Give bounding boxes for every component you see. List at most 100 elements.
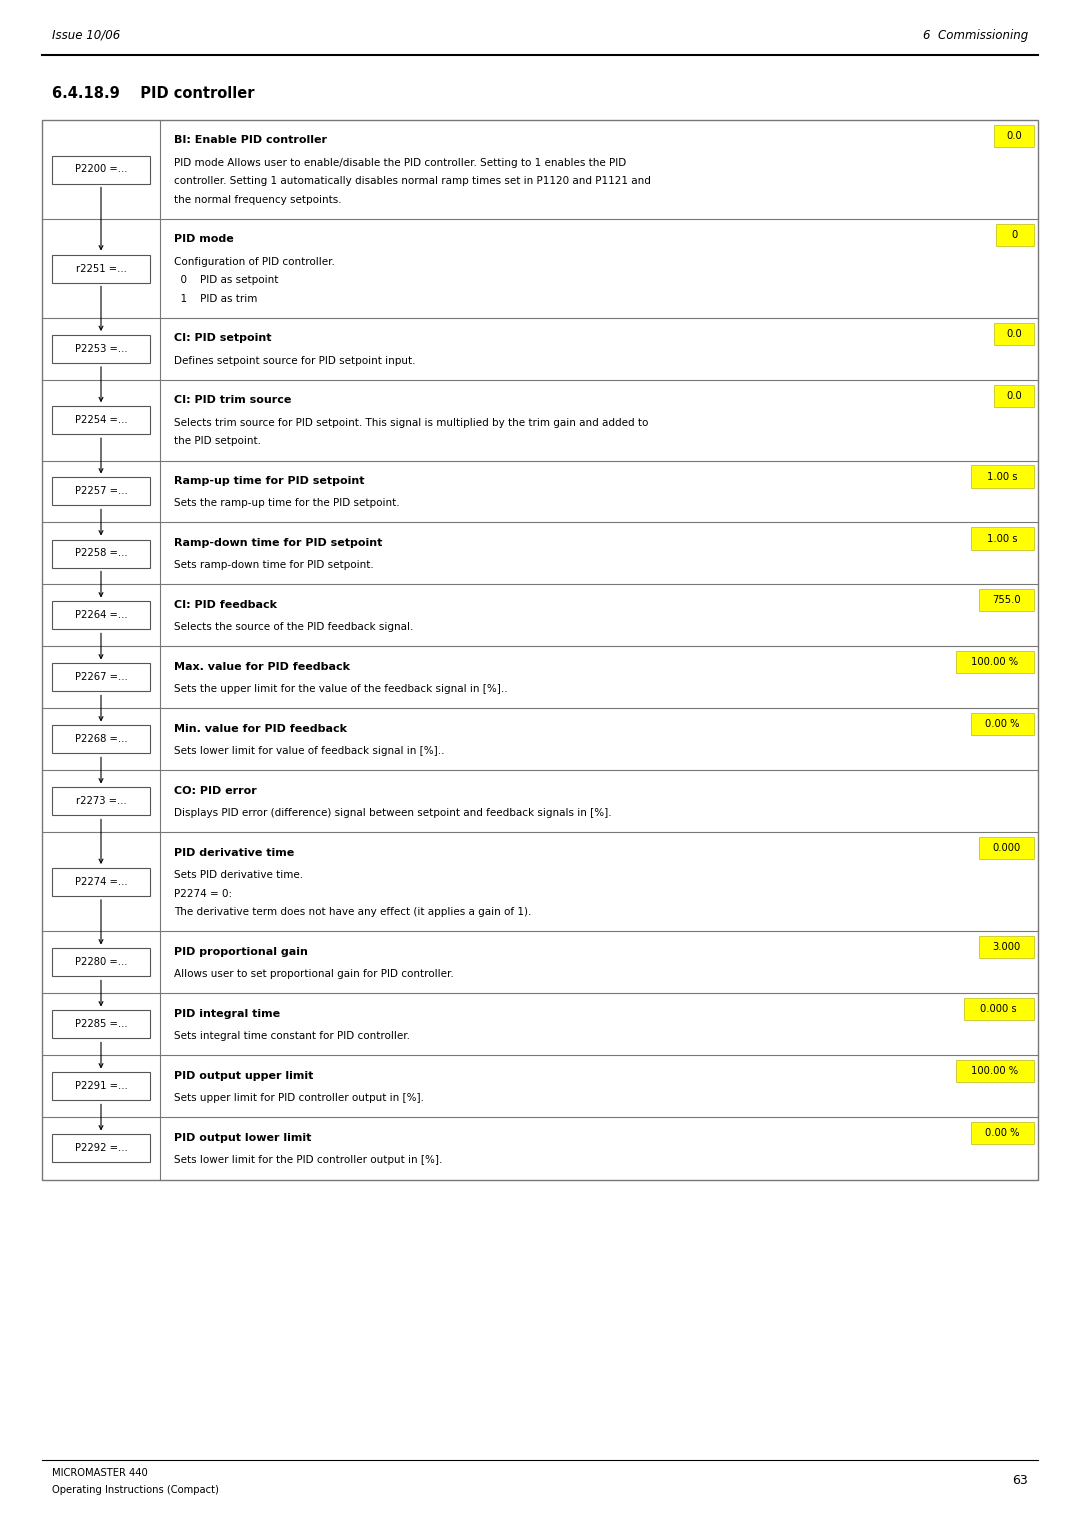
Text: 0.00 %: 0.00 %	[985, 1129, 1020, 1138]
Text: Configuration of PID controller.: Configuration of PID controller.	[174, 257, 335, 267]
Text: 0.0: 0.0	[1005, 391, 1022, 400]
Text: 6.4.18.9    PID controller: 6.4.18.9 PID controller	[52, 86, 255, 101]
Text: 755.0: 755.0	[991, 596, 1021, 605]
Text: Sets the ramp-up time for the PID setpoint.: Sets the ramp-up time for the PID setpoi…	[174, 498, 400, 509]
Bar	[52, 1073, 150, 1100]
Text: Allows user to set proportional gain for PID controller.: Allows user to set proportional gain for…	[174, 969, 454, 979]
Text: Sets the upper limit for the value of the feedback signal in [%]..: Sets the upper limit for the value of th…	[174, 685, 508, 694]
Text: P2264 =...: P2264 =...	[75, 611, 127, 620]
Text: Sets lower limit for the PID controller output in [%].: Sets lower limit for the PID controller …	[174, 1155, 443, 1166]
Text: 0.0: 0.0	[1005, 329, 1022, 339]
Text: the normal frequency setpoints.: the normal frequency setpoints.	[174, 194, 341, 205]
Text: Issue 10/06: Issue 10/06	[52, 29, 120, 41]
Text: PID output lower limit: PID output lower limit	[174, 1132, 311, 1143]
Text: 0.00 %: 0.00 %	[985, 720, 1020, 729]
Text: Sets upper limit for PID controller output in [%].: Sets upper limit for PID controller outp…	[174, 1093, 424, 1103]
Text: PID derivative time: PID derivative time	[174, 848, 294, 857]
Bar	[994, 125, 1034, 147]
Text: PID mode: PID mode	[174, 234, 233, 244]
Text: PID proportional gain: PID proportional gain	[174, 947, 308, 957]
Text: P2257 =...: P2257 =...	[75, 486, 127, 497]
Bar	[42, 121, 1038, 1180]
Bar	[52, 1010, 150, 1039]
Bar	[971, 527, 1034, 550]
Text: 6  Commissioning: 6 Commissioning	[922, 29, 1028, 41]
Text: 100.00 %: 100.00 %	[971, 1067, 1018, 1077]
Text: P2268 =...: P2268 =...	[75, 735, 127, 744]
Bar	[52, 787, 150, 816]
Bar	[971, 714, 1034, 735]
Text: P2200 =...: P2200 =...	[75, 165, 127, 174]
Text: P2258 =...: P2258 =...	[75, 549, 127, 559]
Bar	[994, 322, 1034, 345]
Text: P2280 =...: P2280 =...	[75, 958, 127, 967]
Bar	[971, 466, 1034, 487]
Text: P2292 =...: P2292 =...	[75, 1143, 127, 1154]
Text: Max. value for PID feedback: Max. value for PID feedback	[174, 662, 350, 672]
Text: Min. value for PID feedback: Min. value for PID feedback	[174, 724, 347, 733]
Bar	[52, 663, 150, 692]
Text: P2254 =...: P2254 =...	[75, 416, 127, 425]
Text: 1.00 s: 1.00 s	[987, 472, 1017, 481]
Text: CI: PID setpoint: CI: PID setpoint	[174, 333, 271, 344]
Text: CI: PID trim source: CI: PID trim source	[174, 396, 292, 405]
Text: 1.00 s: 1.00 s	[987, 533, 1017, 544]
Text: PID output upper limit: PID output upper limit	[174, 1071, 313, 1080]
Text: 3.000: 3.000	[993, 943, 1021, 952]
Bar	[52, 255, 150, 283]
Bar	[52, 1134, 150, 1163]
Text: Sets PID derivative time.: Sets PID derivative time.	[174, 871, 303, 880]
Bar	[971, 1123, 1034, 1144]
Bar	[978, 590, 1034, 611]
Text: CI: PID feedback: CI: PID feedback	[174, 601, 276, 610]
Bar	[978, 937, 1034, 958]
Bar	[52, 949, 150, 976]
Text: 0.000: 0.000	[993, 843, 1021, 854]
Text: Sets ramp-down time for PID setpoint.: Sets ramp-down time for PID setpoint.	[174, 561, 374, 570]
Text: r2273 =...: r2273 =...	[76, 796, 126, 807]
Text: 100.00 %: 100.00 %	[971, 657, 1018, 668]
Bar	[52, 726, 150, 753]
Bar	[52, 477, 150, 506]
Text: Ramp-up time for PID setpoint: Ramp-up time for PID setpoint	[174, 475, 365, 486]
Text: Ramp-down time for PID setpoint: Ramp-down time for PID setpoint	[174, 538, 382, 547]
Text: P2285 =...: P2285 =...	[75, 1019, 127, 1030]
Text: 1    PID as trim: 1 PID as trim	[174, 293, 257, 304]
Text: 0    PID as setpoint: 0 PID as setpoint	[174, 275, 279, 286]
Bar	[994, 385, 1034, 406]
Bar	[52, 868, 150, 895]
Text: 63: 63	[1012, 1475, 1028, 1487]
Text: r2251 =...: r2251 =...	[76, 263, 126, 274]
Text: Defines setpoint source for PID setpoint input.: Defines setpoint source for PID setpoint…	[174, 356, 416, 365]
Text: 0: 0	[1012, 231, 1018, 240]
Text: P2291 =...: P2291 =...	[75, 1082, 127, 1091]
Text: Sets integral time constant for PID controller.: Sets integral time constant for PID cont…	[174, 1031, 410, 1041]
Text: 0.0: 0.0	[1005, 131, 1022, 141]
Bar	[978, 837, 1034, 859]
Bar	[996, 225, 1034, 246]
Text: P2274 = 0:: P2274 = 0:	[174, 889, 232, 898]
Bar	[956, 1060, 1034, 1082]
Bar	[956, 651, 1034, 674]
Text: Displays PID error (difference) signal between setpoint and feedback signals in : Displays PID error (difference) signal b…	[174, 808, 611, 819]
Text: P2253 =...: P2253 =...	[75, 344, 127, 354]
Bar	[963, 998, 1034, 1021]
Text: 0.000 s: 0.000 s	[981, 1004, 1017, 1015]
Text: BI: Enable PID controller: BI: Enable PID controller	[174, 136, 327, 145]
Bar	[52, 539, 150, 567]
Bar	[52, 406, 150, 434]
Text: PID mode Allows user to enable/disable the PID controller. Setting to 1 enables : PID mode Allows user to enable/disable t…	[174, 157, 626, 168]
Text: The derivative term does not have any effect (it applies a gain of 1).: The derivative term does not have any ef…	[174, 908, 531, 917]
Text: P2274 =...: P2274 =...	[75, 877, 127, 886]
Text: Selects the source of the PID feedback signal.: Selects the source of the PID feedback s…	[174, 622, 414, 633]
Text: Selects trim source for PID setpoint. This signal is multiplied by the trim gain: Selects trim source for PID setpoint. Th…	[174, 417, 648, 428]
Text: CO: PID error: CO: PID error	[174, 785, 257, 796]
Bar	[52, 156, 150, 183]
Text: PID integral time: PID integral time	[174, 1008, 280, 1019]
Text: controller. Setting 1 automatically disables normal ramp times set in P1120 and : controller. Setting 1 automatically disa…	[174, 176, 651, 186]
Text: Operating Instructions (Compact): Operating Instructions (Compact)	[52, 1485, 219, 1494]
Text: MICROMASTER 440: MICROMASTER 440	[52, 1468, 148, 1478]
Bar	[52, 335, 150, 364]
Text: P2267 =...: P2267 =...	[75, 672, 127, 683]
Bar	[52, 602, 150, 630]
